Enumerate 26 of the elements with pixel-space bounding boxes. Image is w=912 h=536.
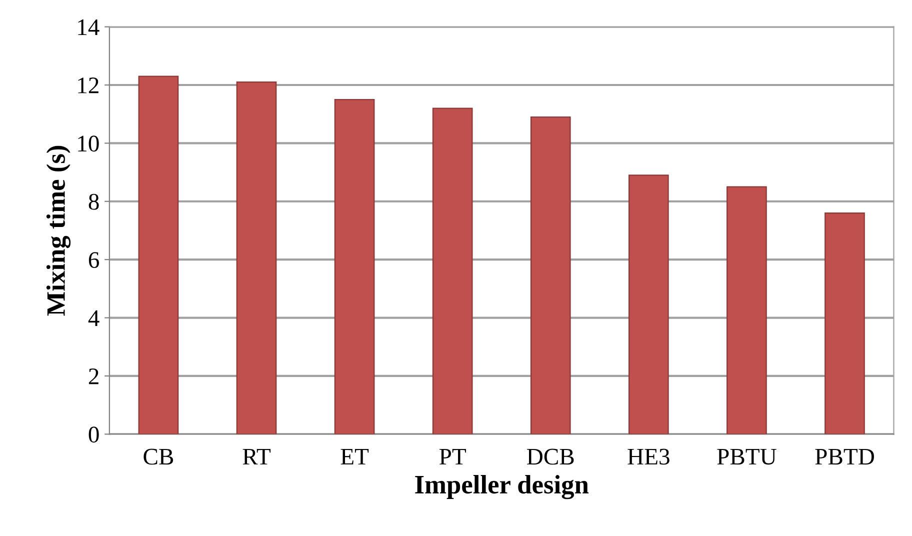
- y-tick-label: 2: [88, 368, 98, 384]
- x-tick-label: DCB: [527, 448, 574, 465]
- bar: [726, 186, 767, 434]
- bar: [138, 76, 179, 434]
- y-tick-label: 0: [88, 426, 99, 443]
- x-tick-label: ET: [340, 448, 369, 464]
- y-tick-label: 10: [78, 136, 99, 152]
- y-tick-label: 6: [88, 252, 100, 268]
- y-tick-label: 14: [78, 19, 100, 35]
- bar: [530, 116, 571, 434]
- bar: [334, 98, 375, 434]
- x-axis-title: Impeller design: [415, 475, 589, 500]
- x-tick-label: RT: [242, 448, 270, 464]
- bar: [824, 212, 865, 434]
- bar: [628, 174, 669, 434]
- y-axis-title: Mixing time (s): [46, 146, 71, 316]
- x-tick-label: CB: [144, 448, 174, 465]
- bar: [236, 82, 277, 434]
- x-tick-label: PBTD: [815, 448, 874, 465]
- x-tick-label: HE3: [628, 448, 670, 465]
- y-tick-label: 12: [78, 78, 98, 94]
- y-tick-label: 4: [88, 310, 100, 326]
- x-tick-label: PBTU: [717, 448, 776, 465]
- y-tick-label: 8: [88, 194, 99, 210]
- x-tick-label: PT: [439, 448, 466, 464]
- bar: [432, 108, 473, 434]
